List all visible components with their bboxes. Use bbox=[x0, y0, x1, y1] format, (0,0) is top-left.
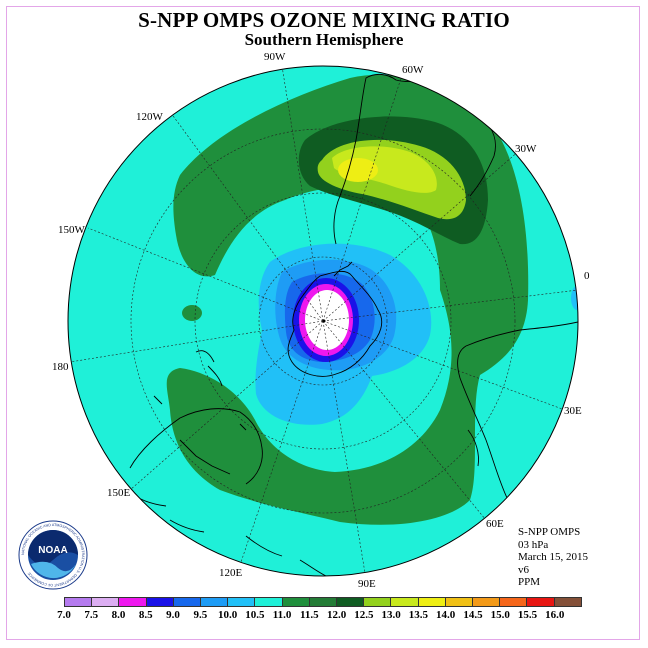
colorbar-tick-label: 12.5 bbox=[354, 609, 374, 621]
colorbar-segment bbox=[473, 598, 501, 606]
colorbar-tick-label: 12.0 bbox=[327, 609, 347, 621]
map-boundary bbox=[67, 65, 579, 577]
graticule bbox=[69, 66, 578, 574]
colorbar-tick-label: 9.0 bbox=[166, 609, 180, 621]
lon-label-150e: 150E bbox=[107, 487, 131, 499]
info-date: March 15, 2015 bbox=[518, 551, 588, 563]
colorbar-segment bbox=[364, 598, 392, 606]
colorbar-tick-label: 15.0 bbox=[490, 609, 510, 621]
contour-13-0 bbox=[338, 158, 378, 182]
map-subtitle: Southern Hemisphere bbox=[244, 30, 404, 49]
colorbar-segment bbox=[228, 598, 256, 606]
info-version: v6 bbox=[518, 563, 529, 576]
colorbar-segment bbox=[418, 598, 446, 606]
colorbar-tick-label: 7.0 bbox=[57, 609, 71, 621]
colorbar-segment bbox=[391, 598, 419, 606]
info-level: 03 hPa bbox=[518, 538, 549, 551]
colorbar-segment bbox=[92, 598, 120, 606]
colorbar-tick-label: 13.5 bbox=[408, 609, 429, 621]
colorbar-segment bbox=[309, 598, 338, 606]
coastlines bbox=[125, 73, 578, 576]
map-title: S-NPP OMPS OZONE MIXING RATIO bbox=[138, 8, 510, 32]
colorbar-segment bbox=[500, 598, 528, 606]
colorbar-tick-label: 16.0 bbox=[545, 609, 565, 621]
info-satellite: S-NPP OMPS bbox=[518, 526, 581, 538]
colorbar-segment bbox=[119, 598, 147, 606]
colorbar-segment bbox=[282, 598, 310, 606]
colorbar-segment bbox=[65, 598, 93, 606]
contour-12-5 bbox=[332, 146, 437, 193]
colorbar-tick-label: 11.5 bbox=[300, 609, 319, 621]
colorbar-tick-label: 14.5 bbox=[463, 609, 483, 621]
colorbar-labels: 7.0 7.5 8.0 8.5 9.0 9.5 10.0 10.5 11.0 11.5 12.0 12… bbox=[57, 609, 582, 623]
colorbar-segment bbox=[146, 598, 174, 606]
south-pole-marker bbox=[322, 319, 326, 323]
info-units: PPM bbox=[518, 576, 541, 588]
lon-label-30w: 30W bbox=[515, 143, 537, 155]
colorbar-segment bbox=[201, 598, 229, 606]
colorbar-tick-label: 14.0 bbox=[436, 609, 456, 621]
contour-11-0-blob bbox=[182, 305, 202, 321]
colorbar-segment bbox=[554, 598, 581, 606]
colorbar-tick-label: 11.0 bbox=[272, 609, 292, 621]
colorbar-tick-label: 7.5 bbox=[84, 609, 99, 621]
product-info: S-NPP OMPS 03 hPa March 15, 2015 v6 PPM bbox=[518, 526, 588, 589]
lon-label-150w: 150W bbox=[58, 224, 86, 236]
contour-core bbox=[305, 290, 349, 350]
colorbar-tick-label: 10.5 bbox=[245, 609, 265, 621]
colorbar-tick-label: 9.5 bbox=[193, 609, 208, 621]
lon-label-30e: 30E bbox=[564, 405, 582, 417]
colorbar-tick-label: 15.5 bbox=[517, 609, 538, 621]
colorbar-segment bbox=[255, 598, 283, 606]
lon-label-180: 180 bbox=[52, 361, 69, 373]
colorbar-tick-label: 13.0 bbox=[381, 609, 401, 621]
lon-label-90w: 90W bbox=[264, 51, 286, 63]
colorbar-segment bbox=[527, 598, 555, 606]
colorbar bbox=[64, 597, 582, 607]
colorbar-tick-label: 8.5 bbox=[138, 609, 153, 621]
svg-text:NOAA: NOAA bbox=[38, 545, 67, 556]
lon-label-60e: 60E bbox=[486, 518, 504, 530]
colorbar-tick-label: 8.0 bbox=[111, 609, 126, 621]
lon-label-90e: 90E bbox=[358, 578, 376, 590]
lon-label-120w: 120W bbox=[136, 111, 164, 123]
colorbar-segment bbox=[337, 598, 365, 606]
lon-label-120e: 120E bbox=[219, 567, 243, 579]
lon-label-60w: 60W bbox=[402, 64, 424, 76]
figure-frame bbox=[6, 6, 640, 640]
ozone-field bbox=[68, 66, 578, 576]
colorbar-tick-label: 10.0 bbox=[217, 609, 238, 621]
lon-label-0: 0 bbox=[584, 270, 590, 282]
noaa-logo: NOAA NATIONAL OCEANIC AND ATMOSPHERIC AD… bbox=[18, 520, 88, 590]
colorbar-segment bbox=[173, 598, 202, 606]
colorbar-segment bbox=[445, 598, 474, 606]
